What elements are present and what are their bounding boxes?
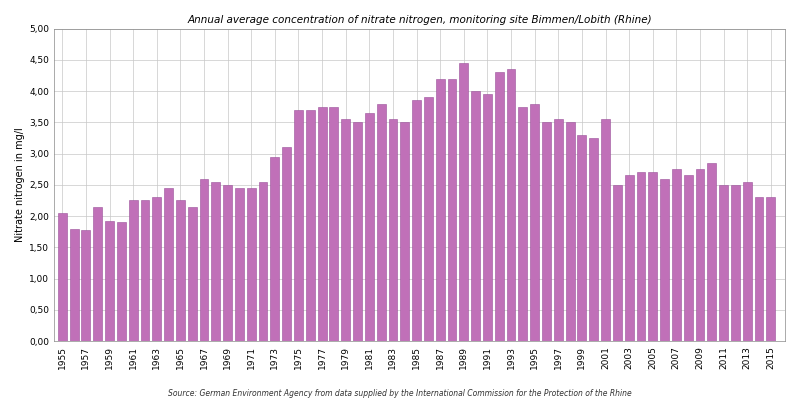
Bar: [483, 94, 492, 341]
Bar: [542, 122, 551, 341]
Bar: [235, 188, 244, 341]
Bar: [412, 100, 421, 341]
Bar: [660, 178, 669, 341]
Bar: [247, 188, 256, 341]
Bar: [625, 176, 634, 341]
Bar: [176, 200, 185, 341]
Bar: [578, 135, 586, 341]
Bar: [211, 182, 220, 341]
Bar: [306, 110, 314, 341]
Title: Annual average concentration of nitrate nitrogen, monitoring site Bimmen/Lobith : Annual average concentration of nitrate …: [187, 15, 652, 25]
Bar: [742, 182, 752, 341]
Bar: [436, 78, 445, 341]
Bar: [188, 207, 197, 341]
Bar: [330, 107, 338, 341]
Bar: [566, 122, 574, 341]
Bar: [199, 178, 209, 341]
Bar: [141, 200, 150, 341]
Bar: [494, 72, 504, 341]
Bar: [766, 197, 775, 341]
Bar: [719, 185, 728, 341]
Bar: [754, 197, 763, 341]
Bar: [637, 172, 646, 341]
Bar: [94, 207, 102, 341]
Bar: [695, 169, 705, 341]
Bar: [70, 229, 78, 341]
Bar: [471, 91, 480, 341]
Bar: [648, 172, 657, 341]
Bar: [258, 182, 267, 341]
Text: Source: German Environment Agency from data supplied by the International Commis: Source: German Environment Agency from d…: [168, 389, 632, 398]
Bar: [530, 104, 539, 341]
Bar: [58, 213, 66, 341]
Bar: [152, 197, 161, 341]
Bar: [117, 222, 126, 341]
Bar: [590, 138, 598, 341]
Bar: [318, 107, 326, 341]
Y-axis label: Nitrate nitrogen in mg/l: Nitrate nitrogen in mg/l: [15, 128, 25, 242]
Bar: [447, 78, 457, 341]
Bar: [459, 63, 468, 341]
Bar: [601, 119, 610, 341]
Bar: [424, 97, 433, 341]
Bar: [518, 107, 527, 341]
Bar: [294, 110, 303, 341]
Bar: [377, 104, 386, 341]
Bar: [365, 113, 374, 341]
Bar: [105, 221, 114, 341]
Bar: [389, 119, 398, 341]
Bar: [282, 147, 291, 341]
Bar: [400, 122, 409, 341]
Bar: [707, 163, 716, 341]
Bar: [672, 169, 681, 341]
Bar: [342, 119, 350, 341]
Bar: [506, 69, 515, 341]
Bar: [223, 185, 232, 341]
Bar: [82, 230, 90, 341]
Bar: [353, 122, 362, 341]
Bar: [129, 200, 138, 341]
Bar: [684, 176, 693, 341]
Bar: [731, 185, 740, 341]
Bar: [613, 185, 622, 341]
Bar: [554, 119, 562, 341]
Bar: [270, 157, 279, 341]
Bar: [164, 188, 173, 341]
